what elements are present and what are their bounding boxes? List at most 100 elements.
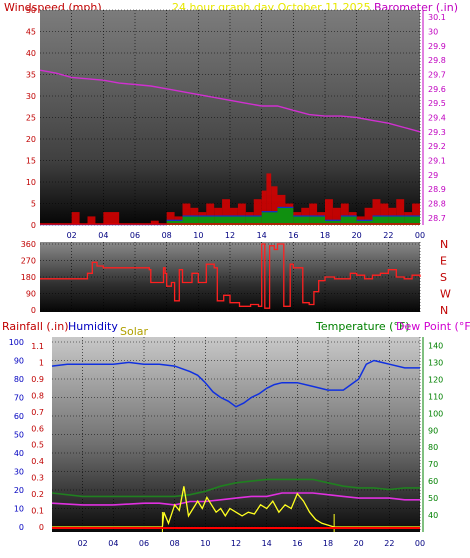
- barometer-line: [39, 69, 421, 133]
- temperature-tick-label: 70: [428, 460, 438, 469]
- humidity-tick-label: 70: [14, 394, 24, 403]
- temperature-tick-label: 40: [428, 511, 438, 520]
- windspeed-bar: [271, 186, 278, 225]
- wind-average-bar: [214, 216, 230, 225]
- rainfall-tick-label: 0.6: [31, 424, 44, 433]
- windspeed-tick-label: 25: [26, 114, 36, 123]
- humidity-tick-label: 80: [14, 375, 24, 384]
- dewpoint-line: [51, 492, 420, 506]
- windspeed-tick-label: 15: [26, 157, 36, 166]
- wind-average-bar: [309, 216, 325, 225]
- wind-average-bar: [372, 216, 389, 225]
- windspeed-bar: [332, 207, 341, 225]
- hour-tick-label: 08: [170, 539, 180, 548]
- humidity-axis-label: Humidity: [68, 320, 118, 333]
- hour-tick-label: 00: [415, 539, 425, 548]
- wind-average-bar: [404, 216, 420, 225]
- direction-tick-label: 180: [21, 273, 36, 282]
- humidity-tick-label: 30: [14, 468, 24, 477]
- wind-average-bar: [166, 220, 183, 225]
- humidity-tick-label: 20: [14, 486, 24, 495]
- barometer-tick-label: 29.6: [428, 85, 446, 94]
- wind-average-top: [230, 215, 246, 217]
- windspeed-bar: [206, 203, 215, 225]
- rainfall-tick-label: 0.5: [31, 441, 44, 450]
- hour-tick-label: 22: [384, 539, 394, 548]
- windspeed-bar: [266, 173, 272, 225]
- hour-tick-label: 16: [288, 231, 298, 240]
- hour-tick-label: 04: [108, 539, 118, 548]
- humidity-tick-label: 40: [14, 449, 24, 458]
- humidity-tick-label: 0: [19, 523, 24, 532]
- temperature-tick-label: 80: [428, 443, 438, 452]
- windspeed-bar: [222, 199, 230, 225]
- wind-average-top: [325, 219, 341, 221]
- rainfall-tick-label: 0.1: [31, 507, 44, 516]
- rainfall-axis-label: Rainfall (.in): [2, 320, 69, 333]
- windspeed-tick-label: 35: [26, 71, 36, 80]
- windspeed-tick-label: 50: [26, 6, 36, 15]
- wind-average-bar: [356, 220, 373, 225]
- direction-panel-ticks: 0 N 90 W 180 S 270 E 360 N: [21, 238, 451, 317]
- barometer-tick-label: 29.5: [428, 99, 446, 108]
- rainfall-tick-label: 0.2: [31, 490, 44, 499]
- barometer-tick-label: 28.8: [428, 200, 446, 209]
- wind-panel-ticks: 0 5 10 15 20 25 30 35 40 45 50 28.7 28.8 28.9 29 29.1 29…: [26, 6, 446, 240]
- windspeed-bar: [396, 199, 405, 225]
- solar-axis-label: Solar: [120, 325, 149, 338]
- wind-average-bar: [325, 220, 341, 225]
- rainfall-tick-label: 0.3: [31, 474, 44, 483]
- rainfall-tick-label: 0.9: [31, 375, 44, 384]
- hour-tick-label: 12: [225, 231, 235, 240]
- humidity-tick-label: 50: [14, 431, 24, 440]
- direction-tick-label: 0: [31, 306, 36, 315]
- temperature-line: [51, 478, 420, 498]
- windspeed-bar: [166, 212, 175, 225]
- dewpoint-axis-label: Dew Point (°F): [396, 320, 470, 333]
- hour-tick-label: 04: [98, 231, 108, 240]
- rainfall-tick-label: 0: [39, 523, 44, 532]
- hour-tick-label: 20: [352, 231, 362, 240]
- windspeed-bar: [340, 203, 349, 225]
- windspeed-bar: [103, 212, 120, 225]
- wind-panel-series: [39, 69, 421, 226]
- wind-average-bar: [261, 212, 278, 225]
- temperature-axis-label: Temperature (°F): [315, 320, 410, 333]
- barometer-tick-label: 29.3: [428, 128, 446, 137]
- windspeed-bar: [325, 199, 333, 225]
- windspeed-bar: [150, 220, 159, 225]
- hour-tick-label: 14: [257, 231, 267, 240]
- rainfall-tick-label: 0.7: [31, 408, 44, 417]
- barometer-tick-label: 29.2: [428, 142, 446, 151]
- hour-tick-label: 10: [200, 539, 210, 548]
- solar-line: [52, 486, 420, 528]
- windspeed-bar: [87, 216, 96, 225]
- wind-average-top: [293, 215, 310, 217]
- hour-tick-label: 18: [320, 231, 330, 240]
- wind-average-top: [214, 215, 230, 217]
- wind-average-top: [356, 219, 373, 221]
- wind-average-bar: [230, 216, 246, 225]
- compass-point-label: N: [440, 238, 448, 251]
- hour-tick-label: 18: [323, 539, 333, 548]
- wind-average-top: [340, 215, 357, 217]
- hour-tick-label: 14: [262, 539, 272, 548]
- rainfall-tick-label: 1.1: [31, 342, 44, 351]
- wind-average-bar: [245, 216, 262, 225]
- compass-point-label: S: [440, 271, 447, 284]
- hour-tick-label: 06: [139, 539, 149, 548]
- hour-tick-label: 12: [231, 539, 241, 548]
- wind-average-top: [277, 206, 294, 208]
- windspeed-bar: [261, 190, 267, 225]
- windspeed-bar: [412, 203, 420, 225]
- direction-panel-series: [40, 243, 421, 309]
- wind-average-bar: [340, 216, 357, 225]
- windspeed-bar: [364, 207, 373, 225]
- rainfall-tick-label: 0.4: [31, 457, 44, 466]
- temperature-tick-label: 110: [428, 392, 443, 401]
- windspeed-tick-label: 5: [31, 200, 36, 209]
- windspeed-bar: [237, 203, 246, 225]
- barometer-tick-label: 29.1: [428, 157, 446, 166]
- wind-average-bar: [182, 216, 199, 225]
